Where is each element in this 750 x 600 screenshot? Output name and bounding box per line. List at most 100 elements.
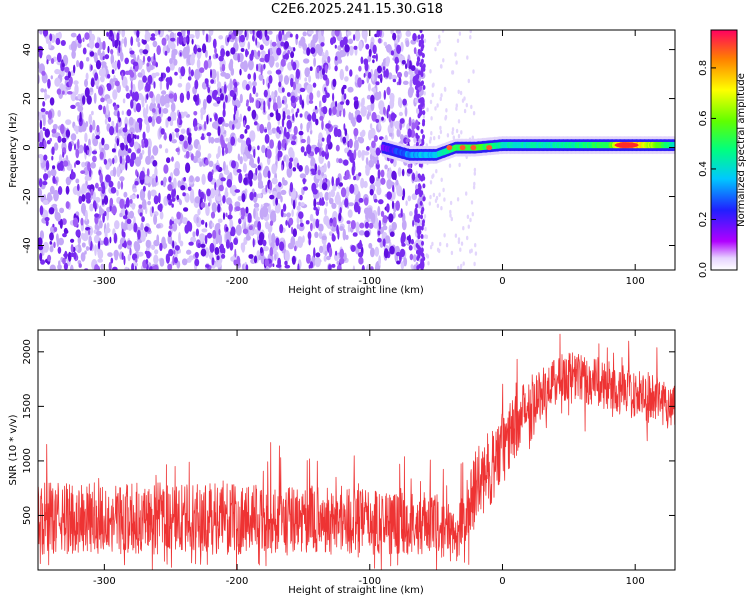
noise-speckle-light [89,87,94,93]
noise-speckle-faint [451,70,455,75]
noise-speckle-light [174,162,180,167]
noise-speckle [194,258,200,267]
noise-speckle-light [197,208,201,216]
noise-speckle [122,231,126,238]
noise-speckle-light [316,90,321,98]
noise-speckle [203,60,209,70]
noise-speckle-light [343,252,347,262]
noise-speckle [303,186,308,191]
noise-speckle-light [167,30,173,33]
noise-speckle [172,240,175,249]
noise-speckle-faint [469,217,472,223]
noise-stripe-speckle [420,258,424,264]
noise-speckle [147,74,153,85]
colorbar-tick-label: 0.6 [698,110,709,126]
noise-speckle-faint [429,180,433,185]
noise-speckle [308,264,311,269]
noise-speckle-light [153,239,160,247]
noise-speckle-faint [438,34,441,39]
noise-speckle [331,263,336,268]
noise-speckle [180,66,186,77]
noise-speckle [133,222,138,233]
noise-speckle [166,157,171,164]
noise-speckle-light [408,70,414,75]
noise-speckle-light [173,112,177,121]
noise-speckle-faint [470,200,474,205]
noise-speckle-light [267,30,273,35]
noise-speckle-light [80,232,85,240]
noise-speckle [206,188,211,197]
noise-speckle-faint [459,267,462,270]
noise-stripe-speckle [418,162,422,168]
noise-speckle [137,229,141,240]
noise-speckle [371,140,376,149]
noise-speckle-light [354,109,361,116]
noise-speckle [299,194,303,201]
noise-speckle [257,50,261,57]
noise-speckle-light [49,264,56,270]
noise-speckle [138,119,143,131]
noise-stripe-speckle [422,196,426,202]
noise-speckle [376,30,381,38]
noise-speckle-light [129,127,135,134]
noise-speckle-light [239,113,243,123]
noise-speckle-light [58,260,61,267]
noise-speckle-light [53,142,59,151]
noise-speckle [283,126,287,138]
noise-speckle-faint [456,197,460,202]
noise-speckle [233,81,238,88]
noise-speckle-light [269,39,273,48]
noise-speckle-light [211,222,215,228]
noise-speckle [386,86,391,96]
noise-speckle [380,177,386,185]
noise-speckle [359,222,365,229]
noise-speckle [263,63,266,70]
noise-speckle-light [194,68,201,81]
noise-speckle [392,78,397,83]
noise-speckle [315,208,320,216]
noise-speckle-light [234,201,241,208]
noise-speckle-faint [438,248,441,254]
noise-speckle [128,69,134,76]
noise-speckle [253,72,257,82]
noise-speckle-light [141,149,145,155]
noise-speckle [399,118,405,124]
noise-speckle [277,140,282,151]
noise-speckle [45,160,50,171]
noise-speckle [165,66,171,73]
noise-speckle [126,133,132,144]
noise-speckle [338,212,342,222]
noise-speckle-light [253,229,257,235]
noise-speckle [268,97,272,102]
colorbar-tick-label: 0.2 [698,212,709,228]
noise-speckle-light [242,162,247,173]
noise-speckle [146,62,150,67]
noise-speckle [306,144,312,155]
noise-speckle-faint [466,235,469,241]
noise-speckle [80,217,84,226]
noise-speckle [160,72,163,81]
noise-speckle [299,87,306,93]
noise-speckle [363,58,369,66]
noise-speckle-light [93,234,100,244]
noise-speckle [206,232,213,239]
noise-speckle [382,66,386,71]
spectrogram-frame [37,29,676,271]
noise-speckle [333,127,339,138]
noise-speckle [221,146,225,157]
noise-speckle [349,69,353,77]
noise-speckle-faint [429,194,432,200]
noise-speckle [174,71,178,76]
noise-speckle-light [113,249,119,258]
noise-speckle [49,137,52,142]
snr-y-axis-label: SNR (10 * v/v) [8,414,19,485]
noise-speckle-light [405,40,410,48]
noise-speckle [405,63,408,70]
noise-speckle [134,180,139,186]
noise-speckle [180,185,186,191]
noise-speckle-light [327,160,331,169]
noise-speckle [339,110,342,117]
noise-speckle [207,171,213,182]
noise-speckle-faint [465,191,468,196]
noise-speckle [52,175,56,184]
